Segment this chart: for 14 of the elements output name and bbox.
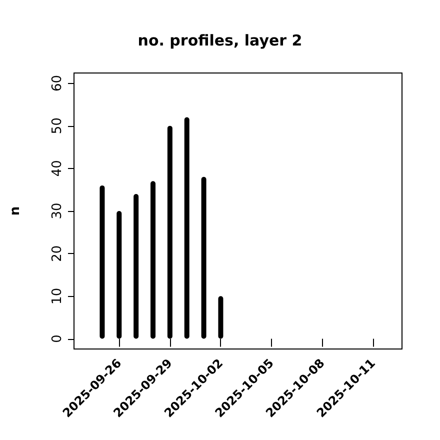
y-tick-label: 40 (50, 160, 65, 177)
y-tick-label: 20 (50, 245, 65, 262)
chart-title: no. profiles, layer 2 (138, 32, 302, 50)
bar (184, 117, 190, 339)
y-axis-title: n (8, 206, 23, 216)
bar (134, 194, 139, 339)
y-tick-label: 10 (50, 288, 65, 304)
y-tick-label: 50 (50, 118, 65, 134)
bar (150, 181, 156, 339)
y-tick-label: 60 (50, 74, 65, 92)
y-tick-label: 0 (50, 334, 65, 343)
bar (201, 176, 206, 339)
y-tick-label: 30 (50, 202, 65, 220)
bar (100, 185, 105, 339)
